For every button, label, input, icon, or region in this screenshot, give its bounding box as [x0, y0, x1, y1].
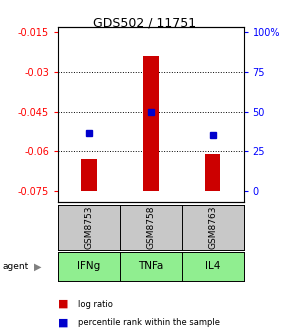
Bar [81, 159, 97, 191]
Text: GSM8763: GSM8763 [208, 206, 217, 249]
Bar [205, 154, 220, 191]
Text: agent: agent [3, 262, 29, 271]
Text: ▶: ▶ [34, 261, 41, 271]
Text: percentile rank within the sample: percentile rank within the sample [78, 318, 220, 327]
Bar [143, 56, 159, 191]
Text: GDS502 / 11751: GDS502 / 11751 [93, 17, 197, 30]
Text: GSM8753: GSM8753 [84, 206, 93, 249]
Text: log ratio: log ratio [78, 300, 113, 308]
Text: IFNg: IFNg [77, 261, 101, 271]
Text: ■: ■ [58, 299, 68, 309]
Text: IL4: IL4 [205, 261, 220, 271]
Text: ■: ■ [58, 318, 68, 328]
Text: GSM8758: GSM8758 [146, 206, 155, 249]
Text: TNFa: TNFa [138, 261, 164, 271]
